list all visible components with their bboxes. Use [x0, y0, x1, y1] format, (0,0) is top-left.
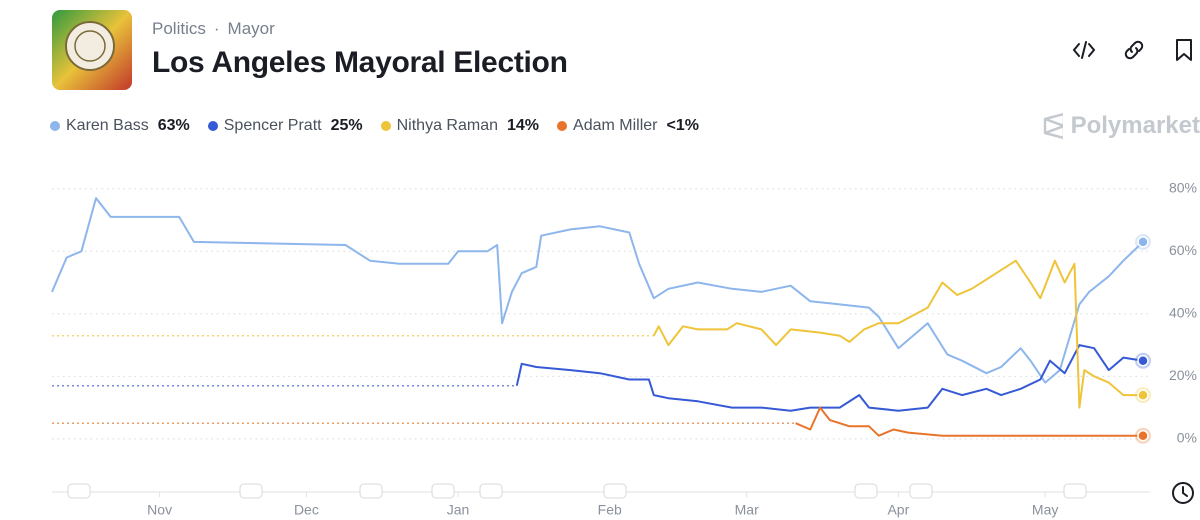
x-tick-label: May [1032, 502, 1058, 518]
chart: 0% 20% 40% 60% 80% Nov Dec Jan Feb Mar Apr May [51, 179, 1197, 518]
series-line [795, 406, 1143, 437]
legend-value: 14% [506, 117, 540, 134]
x-tick-label: Jan [447, 502, 470, 518]
x-tick-label: Nov [147, 502, 172, 518]
market-icon [52, 10, 132, 90]
range-handle [1063, 483, 1087, 499]
watermark: Polymarket [1042, 112, 1200, 140]
brand-name: Polymarket [1070, 112, 1200, 139]
series-line [652, 259, 1143, 409]
range-handle [909, 483, 933, 499]
legend-item[interactable]: Adam Miller <1% [557, 117, 699, 135]
legend-dot [207, 121, 218, 131]
legend-value: 25% [330, 117, 363, 134]
breadcrumb[interactable]: Politics [152, 19, 206, 38]
legend-item[interactable]: Spencer Pratt 25% [207, 117, 363, 135]
y-tick-label: 20% [1169, 367, 1197, 383]
legend-name: Karen Bass [66, 117, 149, 134]
page-title: Los Angeles Mayoral Election [152, 46, 568, 79]
time-button[interactable] [1170, 480, 1196, 506]
x-tick-label: Mar [735, 502, 759, 518]
y-tick-label: 80% [1169, 179, 1197, 195]
legend-name: Spencer Pratt [223, 117, 322, 134]
legend-value: 63% [157, 117, 190, 134]
bookmark-button[interactable] [1172, 36, 1196, 64]
legend-dot [380, 121, 391, 131]
range-handle [479, 483, 503, 499]
range-handle [603, 483, 627, 499]
legend-value: <1% [666, 117, 699, 134]
end-point [1137, 354, 1149, 367]
breadcrumbs: Politics · Mayor [152, 19, 275, 38]
embed-button[interactable] [1072, 36, 1096, 64]
legend-item[interactable]: Karen Bass 63% [50, 117, 190, 135]
y-tick-label: 0% [1177, 430, 1197, 446]
range-handle [359, 483, 383, 499]
series-line [515, 344, 1144, 412]
range-handle [67, 483, 91, 499]
end-point [1137, 429, 1149, 442]
series-line [51, 197, 1144, 384]
link-button[interactable] [1122, 36, 1146, 64]
legend-name: Nithya Raman [396, 117, 498, 134]
end-point [1137, 236, 1149, 248]
legend-dot [50, 121, 60, 131]
range-handle [854, 483, 878, 499]
legend-name: Adam Miller [573, 117, 658, 134]
x-tick-label: Dec [294, 502, 319, 518]
y-tick-label: 40% [1169, 305, 1197, 321]
y-tick-label: 60% [1169, 242, 1197, 258]
end-point [1137, 389, 1149, 401]
range-handle [239, 483, 263, 499]
legend: Karen Bass 63% Spencer Pratt 25% Nithya Rama… [50, 117, 699, 135]
breadcrumb[interactable]: Mayor [227, 19, 275, 38]
range-handle [431, 483, 455, 499]
x-tick-label: Apr [887, 502, 909, 518]
legend-item[interactable]: Nithya Raman 14% [380, 117, 540, 135]
legend-dot [557, 121, 568, 131]
x-tick-label: Feb [598, 502, 622, 518]
